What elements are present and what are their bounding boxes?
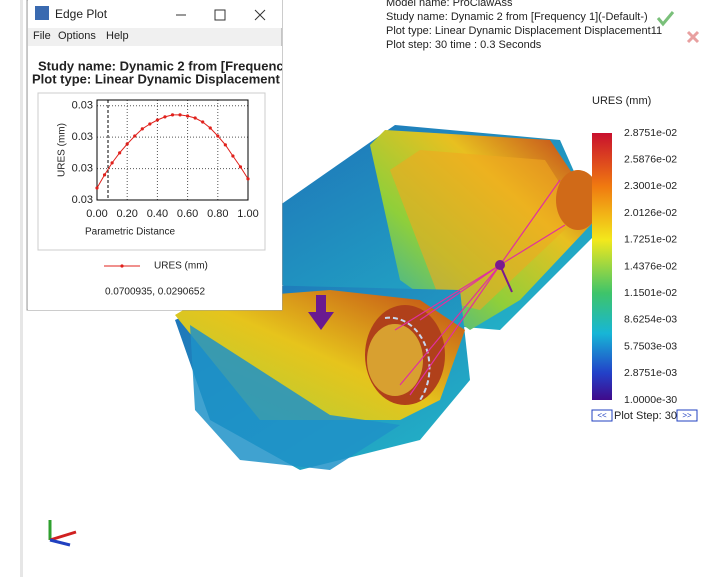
header-line: Study name: Dynamic 2 from [Frequency 1]… <box>386 11 648 23</box>
plot-step-label: Plot Step: 30 <box>614 410 677 422</box>
legend-label: 1.1501e-02 <box>624 287 677 299</box>
data-point <box>103 173 106 176</box>
data-point <box>246 177 249 180</box>
legend-label: 1.4376e-02 <box>624 260 677 272</box>
y-tick-label: 0.03 <box>72 194 93 206</box>
data-point <box>201 120 204 123</box>
plot-title: Plot type: Linear Dynamic Displacement D <box>32 71 293 86</box>
header-line: Plot type: Linear Dynamic Displacement D… <box>386 25 662 37</box>
data-point <box>133 134 136 137</box>
data-point <box>224 143 227 146</box>
readout: 0.0700935, 0.0290652 <box>105 287 206 298</box>
data-point <box>141 127 144 130</box>
menu-item[interactable]: Options <box>58 30 96 42</box>
data-point <box>111 161 114 164</box>
data-point <box>178 113 181 116</box>
legend-label: 2.5876e-02 <box>624 153 677 165</box>
menu-item[interactable]: Help <box>106 30 129 42</box>
data-point <box>216 134 219 137</box>
data-point <box>209 126 212 129</box>
cancel-button[interactable] <box>688 32 698 42</box>
legend-title: URES (mm) <box>592 95 651 107</box>
panel-edge <box>20 0 23 577</box>
data-point <box>148 122 151 125</box>
menu-item[interactable]: File <box>33 30 51 42</box>
legend-label: 2.0126e-02 <box>624 207 677 219</box>
data-point <box>95 186 98 189</box>
data-point <box>156 118 159 121</box>
edge-plot-window: Edge Plot File Options Help Study name: … <box>27 0 293 310</box>
x-tick-label: 0.20 <box>116 208 137 220</box>
data-point <box>186 114 189 117</box>
legend-label: 8.6254e-03 <box>624 314 677 326</box>
legend-label: 5.7503e-03 <box>624 340 677 352</box>
header-line: Plot step: 30 time : 0.3 Seconds <box>386 39 542 51</box>
legend-marker <box>120 264 123 267</box>
legend-label: 2.8751e-03 <box>624 367 677 379</box>
screen: Model name: ProClawAss Study name: Dynam… <box>0 0 706 577</box>
data-point <box>239 165 242 168</box>
prev-step-label: << <box>597 411 607 420</box>
legend-label: 1.0000e-30 <box>624 394 677 406</box>
ok-button[interactable] <box>658 12 673 24</box>
data-point <box>126 142 129 145</box>
x-axis-label: Parametric Distance <box>85 227 175 238</box>
legend-label: 2.8751e-02 <box>624 127 677 139</box>
x-tick-label: 0.40 <box>147 208 168 220</box>
y-axis-label: URES (mm) <box>57 123 68 177</box>
legend-entry: URES (mm) <box>154 261 208 272</box>
legend-label: 2.3001e-02 <box>624 180 677 192</box>
data-point <box>171 113 174 116</box>
data-point <box>118 151 121 154</box>
app-icon <box>35 6 49 20</box>
x-tick-label: 0.80 <box>207 208 228 220</box>
x-tick-label: 1.00 <box>237 208 258 220</box>
page: Model name: ProClawAss Study name: Dynam… <box>0 0 706 577</box>
data-point <box>163 115 166 118</box>
color-bar <box>592 133 612 400</box>
x-tick-label: 0.60 <box>177 208 198 220</box>
x-tick-label: 0.00 <box>86 208 107 220</box>
data-point <box>194 116 197 119</box>
y-tick-label: 0.03 <box>72 100 93 112</box>
y-tick-label: 0.03 <box>72 131 93 143</box>
next-step-label: >> <box>682 411 692 420</box>
data-point <box>231 154 234 157</box>
header-line: Model name: ProClawAss <box>386 0 513 9</box>
y-tick-label: 0.03 <box>72 162 93 174</box>
legend-label: 1.7251e-02 <box>624 234 677 246</box>
window-title: Edge Plot <box>55 7 108 21</box>
